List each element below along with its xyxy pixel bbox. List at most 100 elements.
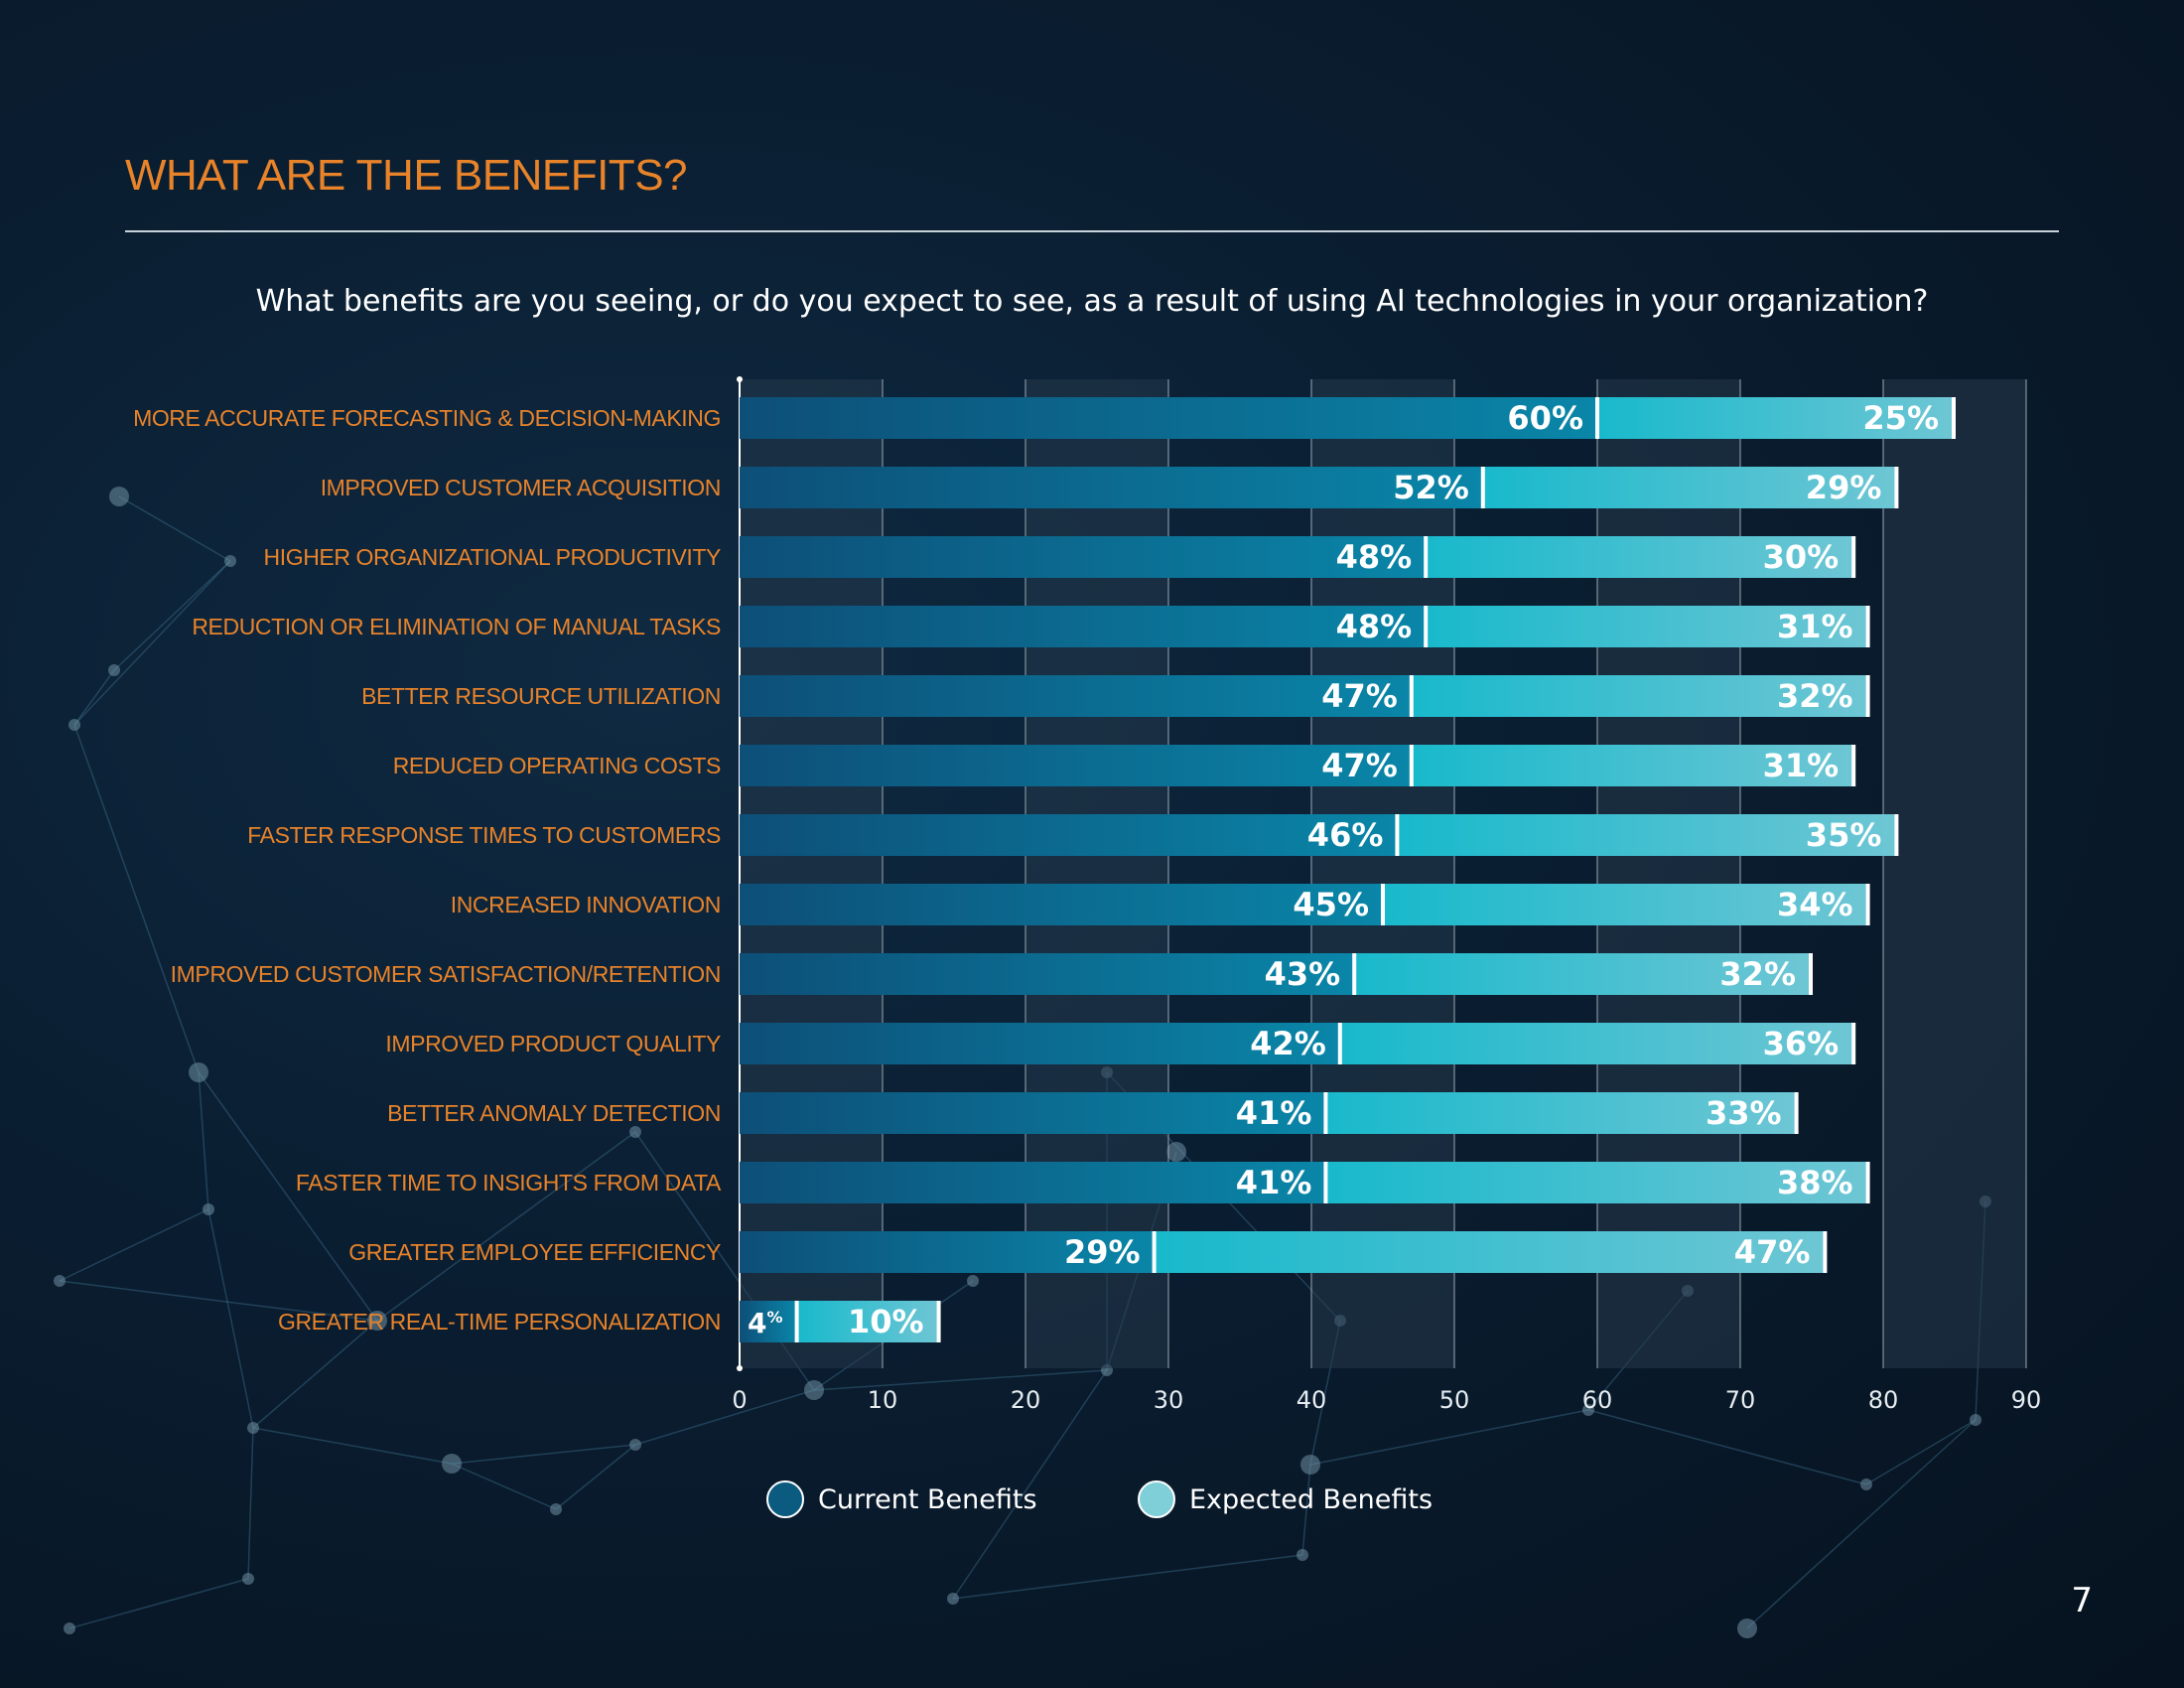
value-label-expected: 31% xyxy=(1777,608,1853,645)
network-line xyxy=(555,1444,636,1510)
value-label-expected: 29% xyxy=(1806,469,1882,506)
network-line xyxy=(451,1463,557,1510)
network-line xyxy=(1309,1409,1589,1466)
network-node xyxy=(1582,1404,1594,1416)
x-tick-label: 20 xyxy=(1011,1386,1041,1414)
value-label-expected: 34% xyxy=(1777,886,1853,923)
value-label-current: 48% xyxy=(1336,538,1413,576)
bar-end-cap xyxy=(1809,953,1813,995)
network-line xyxy=(68,1578,249,1629)
bar-current xyxy=(740,1162,1326,1203)
title-divider xyxy=(125,230,2059,232)
network-line xyxy=(198,1071,209,1210)
grid-band xyxy=(1311,379,1454,1368)
value-label-expected: 36% xyxy=(1763,1025,1840,1062)
network-line xyxy=(1746,1419,1977,1629)
category-label: BETTER ANOMALY DETECTION xyxy=(387,1100,721,1126)
network-line xyxy=(113,560,231,671)
bar-end-cap xyxy=(1894,814,1899,856)
category-label: IMPROVED PRODUCT QUALITY xyxy=(385,1031,721,1056)
bar-row: FASTER RESPONSE TIMES TO CUSTOMERS 46% 35% xyxy=(247,814,1899,856)
network-line xyxy=(1301,1464,1311,1556)
grid-bands xyxy=(740,379,2026,1368)
bar-row: BETTER RESOURCE UTILIZATION 47% 32% xyxy=(361,675,1870,717)
value-label-expected: 35% xyxy=(1806,816,1882,854)
category-label: FASTER TIME TO INSIGHTS FROM DATA xyxy=(296,1170,722,1196)
bar-current xyxy=(740,1023,1340,1064)
bar-separator xyxy=(1424,536,1429,578)
bar-current xyxy=(740,467,1483,508)
page-number: 7 xyxy=(2071,1581,2093,1620)
value-label-current: 47% xyxy=(1321,677,1398,715)
network-node xyxy=(1166,1142,1186,1162)
legend-swatch-current xyxy=(766,1480,804,1518)
bar-end-cap xyxy=(1865,1162,1870,1203)
network-node xyxy=(108,664,120,676)
value-label-current: 43% xyxy=(1265,955,1341,993)
network-line xyxy=(207,1208,254,1429)
category-label: IMPROVED CUSTOMER ACQUISITION xyxy=(321,475,721,500)
bar-expected xyxy=(1482,467,1898,508)
x-tick-label: 10 xyxy=(868,1386,898,1414)
bar-row: REDUCTION OR ELIMINATION OF MANUAL TASKS… xyxy=(192,606,1870,647)
bar-separator xyxy=(1595,397,1599,439)
bar-current xyxy=(740,884,1383,925)
bar-separator xyxy=(1352,953,1357,995)
category-label: BETTER RESOURCE UTILIZATION xyxy=(361,683,721,709)
category-label: REDUCTION OR ELIMINATION OF MANUAL TASKS xyxy=(192,614,721,639)
legend-label-expected: Expected Benefits xyxy=(1189,1483,1433,1515)
network-node xyxy=(64,1622,75,1634)
value-label-current: 42% xyxy=(1250,1025,1326,1062)
bar-expected xyxy=(1397,814,1898,856)
bar-separator xyxy=(1323,1162,1328,1203)
value-label-current: 4% xyxy=(748,1307,783,1339)
bar-expected xyxy=(796,1301,940,1342)
bar-row: GREATER EMPLOYEE EFFICIENCY 29% 47% xyxy=(348,1231,1828,1273)
x-tick-label: 60 xyxy=(1582,1386,1613,1414)
value-label-current: 48% xyxy=(1336,608,1413,645)
value-label-current: 60% xyxy=(1507,399,1583,437)
network-node xyxy=(947,1593,959,1605)
x-tick-label: 30 xyxy=(1154,1386,1184,1414)
bar-row: INCREASED INNOVATION 45% 34% xyxy=(451,884,1870,925)
network-line xyxy=(813,1369,1108,1391)
bar-end-cap xyxy=(1865,884,1870,925)
value-label-expected: 31% xyxy=(1763,747,1840,784)
bar-separator xyxy=(1381,884,1385,925)
network-node xyxy=(367,1311,387,1331)
bar-expected xyxy=(1154,1231,1827,1273)
bar-separator xyxy=(1337,1023,1342,1064)
bar-current xyxy=(740,1092,1326,1134)
value-label-current: 41% xyxy=(1236,1164,1312,1201)
bar-expected xyxy=(1411,745,1855,786)
survey-question: What benefits are you seeing, or do you … xyxy=(255,284,1929,319)
bar-end-cap xyxy=(936,1301,941,1342)
network-line xyxy=(952,1554,1303,1600)
x-tick-label: 90 xyxy=(2011,1386,2042,1414)
value-label-current: 29% xyxy=(1064,1233,1141,1271)
bar-current xyxy=(740,1301,797,1342)
value-label-current: 52% xyxy=(1393,469,1469,506)
network-line xyxy=(59,1280,378,1322)
x-tick-label: 50 xyxy=(1439,1386,1470,1414)
grid-band xyxy=(1025,379,1168,1368)
value-label-current: 41% xyxy=(1236,1094,1312,1132)
bar-separator xyxy=(1152,1231,1157,1273)
bar-current xyxy=(740,1231,1155,1273)
value-label-expected: 32% xyxy=(1719,955,1796,993)
category-label: REDUCED OPERATING COSTS xyxy=(393,753,721,778)
page-title: WHAT ARE THE BENEFITS? xyxy=(125,151,688,200)
network-line xyxy=(59,1208,209,1282)
value-label-expected: 30% xyxy=(1763,538,1840,576)
network-line xyxy=(73,669,115,726)
category-label: GREATER EMPLOYEE EFFICIENCY xyxy=(348,1239,721,1265)
category-label: INCREASED INNOVATION xyxy=(451,892,721,917)
network-line xyxy=(952,1369,1108,1600)
network-node xyxy=(804,1380,824,1400)
x-tick-label: 0 xyxy=(732,1386,747,1414)
network-node xyxy=(1970,1414,1981,1426)
bar-current xyxy=(740,745,1412,786)
bar-end-cap xyxy=(1851,1023,1856,1064)
